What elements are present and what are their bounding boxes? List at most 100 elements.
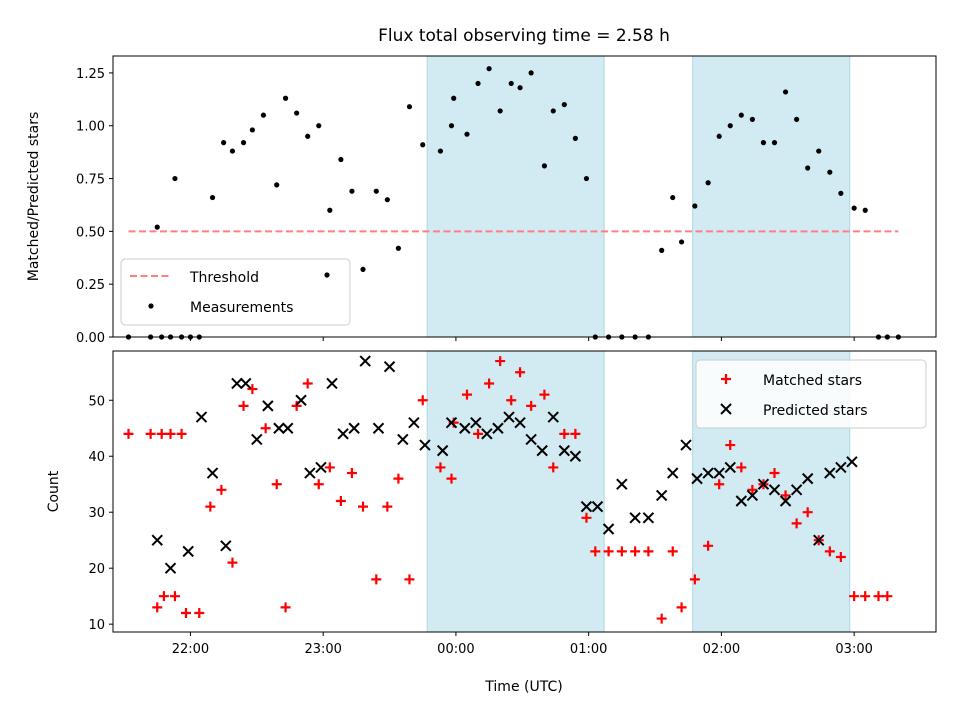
top-axes-frame: [112, 55, 937, 338]
predicted-star-point: [315, 461, 327, 474]
legend-matched-marker: [721, 374, 731, 384]
matched-star-point: [539, 389, 550, 400]
predicted-star-point: [790, 484, 803, 496]
measurement-point: [497, 108, 503, 114]
measurement-point: [760, 140, 767, 146]
bottom-shaded-span: [426, 350, 605, 633]
predicted-star-point: [408, 416, 420, 429]
top-y-tick-label: 1.00: [76, 120, 105, 135]
predicted-star-point: [337, 428, 349, 440]
measurement-point: [794, 116, 800, 122]
predicted-star-point: [481, 428, 493, 440]
predicted-star-point: [580, 500, 593, 513]
matched-star-point: [769, 468, 780, 479]
measurement-point: [229, 148, 236, 154]
predicted-star-point: [262, 400, 274, 412]
measurement-point: [572, 135, 578, 141]
measurement-point: [360, 266, 366, 272]
measurement-point: [659, 247, 665, 253]
measurement-point: [851, 205, 857, 211]
measurement-point: [154, 224, 160, 230]
measurement-point: [305, 133, 311, 139]
measurement-point: [738, 112, 744, 118]
matched-star-point: [227, 557, 238, 568]
predicted-star-point: [251, 433, 263, 446]
predicted-star-point: [591, 500, 604, 513]
measurement-point: [209, 194, 216, 201]
bottom-y-tick-label: 20: [88, 562, 105, 577]
predicted-star-point: [629, 512, 641, 524]
top-y-tick-label: 0.25: [76, 278, 105, 293]
measurement-point: [448, 123, 455, 129]
bottom-legend-box: [695, 359, 927, 429]
bottom-legend: Matched stars Predicted stars: [695, 359, 927, 429]
measurement-point: [670, 194, 676, 201]
bottom-y-tick-label: 50: [88, 394, 105, 409]
bottom-axes-frame: [112, 350, 937, 633]
matched-star-point: [703, 540, 714, 551]
predicted-star-point: [195, 411, 208, 423]
predicted-star-point: [372, 422, 385, 434]
matched-star-point: [676, 602, 687, 613]
predicted-star-point: [702, 467, 714, 479]
matched-star-point: [873, 591, 884, 602]
matched-star-point: [302, 378, 313, 389]
predicted-star-point: [503, 411, 515, 423]
top-y-tick-label: 0.00: [76, 331, 105, 346]
predicted-star-point: [835, 461, 847, 474]
predicted-star-point: [713, 467, 725, 479]
legend-measurement-dot: [148, 303, 154, 309]
matched-star-point: [714, 479, 725, 490]
matched-star-point: [280, 602, 291, 613]
matched-star-point: [247, 384, 258, 395]
predicted-star-point: [569, 450, 582, 462]
predicted-star-point: [273, 422, 285, 434]
top-y-axis-label: Matched/Predicted stars: [26, 112, 42, 282]
matched-star-point: [570, 428, 581, 439]
predicted-star-point: [724, 461, 736, 474]
predicted-star-point: [801, 472, 814, 485]
measurement-point: [384, 197, 390, 203]
matched-star-point: [169, 591, 180, 602]
predicted-star-point: [282, 422, 294, 434]
matched-star-point: [404, 574, 415, 585]
matched-star-point: [736, 462, 747, 473]
matched-star-point: [393, 473, 404, 484]
measurement-point: [327, 207, 333, 213]
matched-star-point: [791, 518, 802, 529]
predicted-star-point: [436, 444, 449, 457]
predicted-star-point: [768, 484, 781, 496]
matched-star-point: [346, 468, 357, 479]
matched-star-point: [802, 507, 813, 518]
predicted-star-point: [397, 433, 409, 446]
matched-star-point: [260, 423, 271, 434]
measurement-point: [282, 95, 289, 101]
predicted-star-point: [813, 534, 825, 546]
predicted-star-point: [459, 422, 471, 434]
matched-star-point: [382, 501, 393, 512]
matched-star-point: [152, 602, 163, 613]
matched-star-point: [581, 512, 592, 523]
predicted-star-point: [326, 377, 338, 390]
top-y-tick-label: 0.50: [76, 225, 105, 240]
matched-star-point: [495, 356, 506, 367]
measurement-point: [678, 239, 685, 245]
predicted-star-point: [779, 495, 792, 507]
measurement-point: [240, 140, 247, 146]
matched-star-point: [515, 367, 526, 378]
predicted-star-point: [383, 360, 396, 373]
x-tick-label: 23:00: [304, 642, 341, 657]
predicted-star-point: [492, 422, 504, 434]
matched-star-point: [461, 389, 472, 400]
chart-title: Flux total observing time = 2.58 h: [378, 26, 670, 46]
predicted-star-point: [151, 534, 163, 546]
predicted-star-point: [616, 478, 628, 490]
measurement-point: [172, 175, 178, 182]
predicted-star-point: [655, 489, 668, 502]
matched-star-point: [506, 395, 517, 406]
legend-measurements-label: Measurements: [190, 300, 293, 316]
matched-star-point: [205, 501, 216, 512]
predicted-star-point: [348, 422, 360, 434]
x-tick-label: 03:00: [835, 642, 872, 657]
